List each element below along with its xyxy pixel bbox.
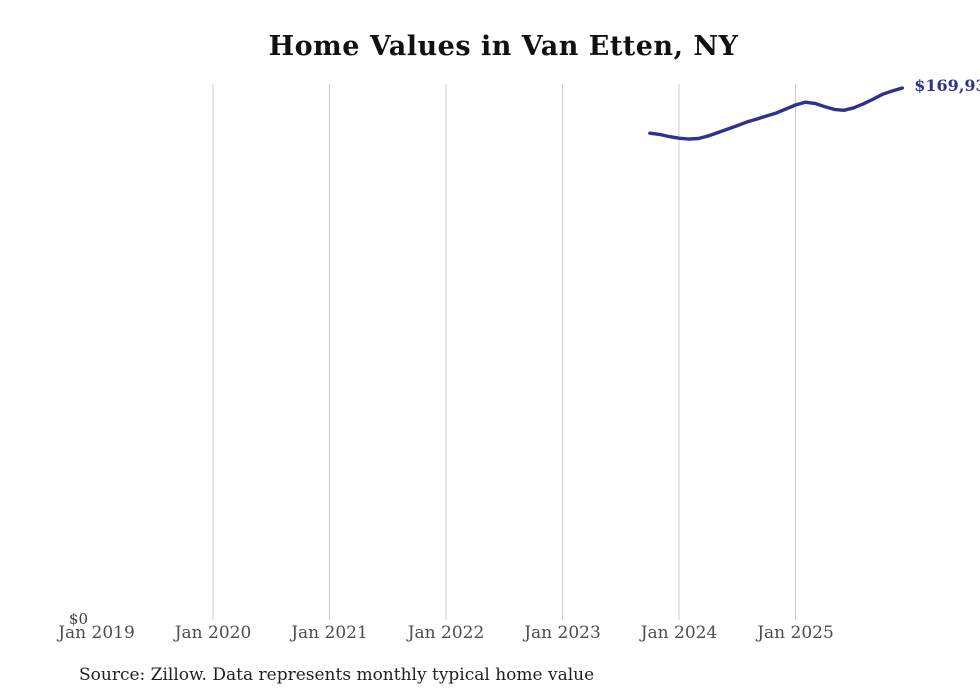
chart-title: Home Values in Van Etten, NY: [268, 31, 739, 62]
x-tick-label: Jan 2023: [524, 623, 601, 643]
x-tick-label: Jan 2025: [757, 623, 834, 643]
x-tick-label: Jan 2022: [407, 623, 485, 643]
y-axis-zero-label: $0: [69, 610, 89, 628]
latest-value-label: $169,933: [914, 76, 980, 95]
x-tick-label: Jan 2021: [291, 623, 368, 643]
year-gridlines: [212, 84, 796, 620]
x-tick-label: Jan 2024: [640, 623, 718, 643]
x-tick-label: Jan 2019: [58, 623, 135, 643]
x-tick-label: Jan 2020: [174, 623, 252, 643]
source-note: Source: Zillow. Data represents monthly …: [79, 665, 595, 685]
home-value-line: [648, 86, 904, 141]
